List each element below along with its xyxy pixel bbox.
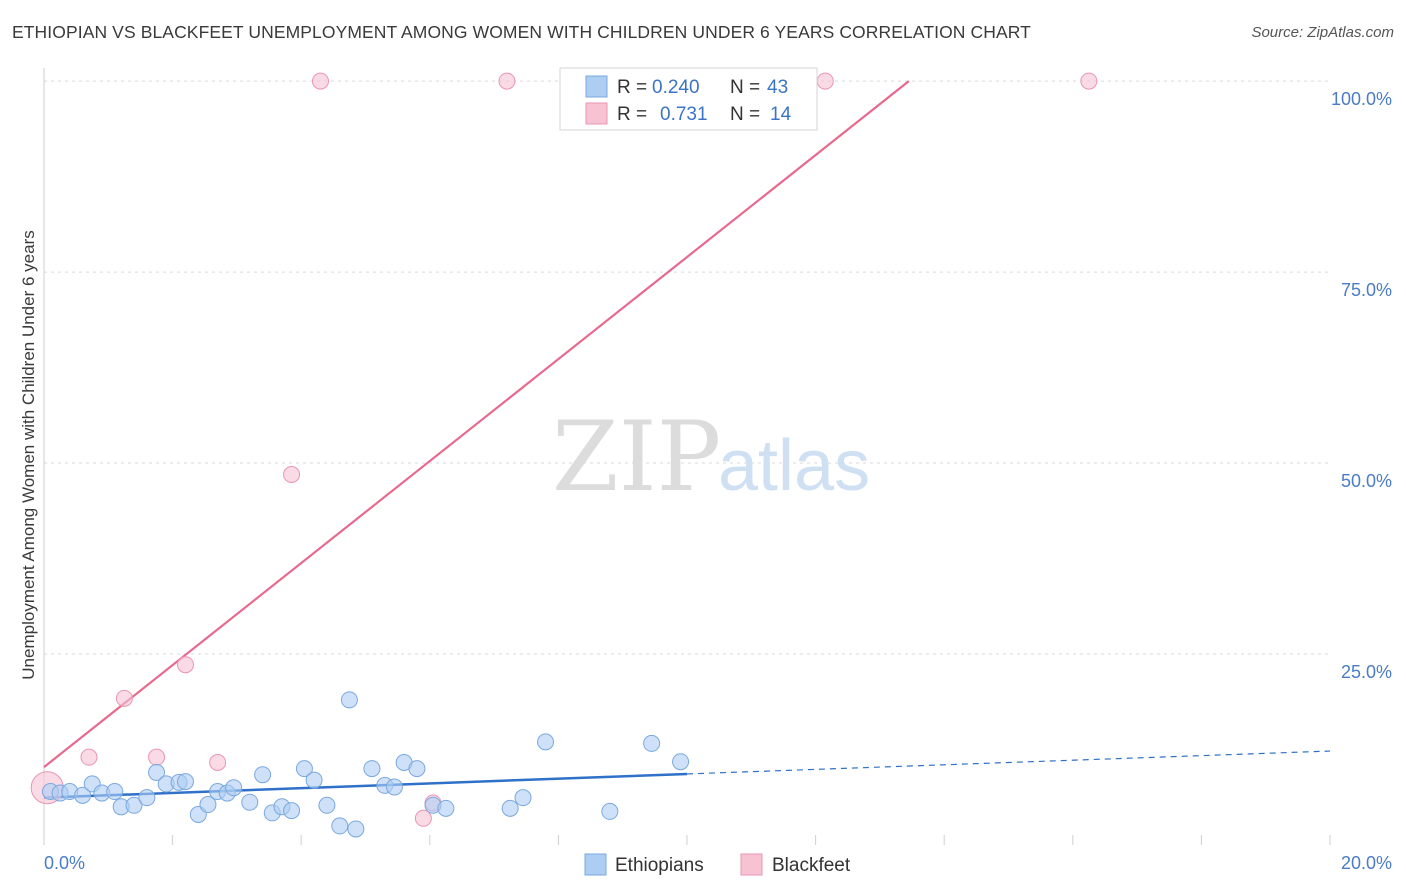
legend-n-value-1: 43 — [767, 77, 788, 98]
watermark-atlas: atlas — [718, 426, 870, 506]
legend-swatch-ethiopians — [585, 75, 608, 98]
point-ethiopians-10 — [148, 763, 166, 781]
point-ethiopians-28 — [340, 691, 358, 709]
scatter-points — [30, 72, 1098, 838]
point-ethiopians-13 — [176, 773, 194, 791]
point-ethiopians-40 — [601, 802, 619, 820]
point-blackfeet-7 — [311, 72, 329, 90]
point-blackfeet-8 — [414, 809, 432, 827]
point-ethiopians-42 — [672, 753, 690, 771]
point-ethiopians-6 — [106, 783, 124, 801]
chart-title: ETHIOPIAN VS BLACKFEET UNEMPLOYMENT AMON… — [12, 22, 1031, 42]
trend-line-ethiopians-extension — [686, 750, 1331, 775]
point-ethiopians-41 — [643, 734, 661, 752]
chart-source: Source: ZipAtlas.com — [1251, 24, 1394, 41]
y-axis-ticks: 25.0% 50.0% 75.0% 100.0% — [1331, 89, 1392, 682]
point-blackfeet-12 — [1080, 72, 1098, 90]
watermark: ZIP atlas — [552, 401, 870, 513]
point-blackfeet-10 — [498, 72, 516, 90]
point-ethiopians-25 — [305, 771, 323, 789]
trend-line-blackfeet — [43, 80, 910, 768]
watermark-zip: ZIP — [552, 401, 721, 513]
grid — [43, 68, 1331, 845]
point-blackfeet-3 — [148, 748, 166, 766]
x-tick-label-max: 20.0% — [1341, 853, 1392, 873]
legend-n-label-2: N = — [730, 104, 760, 125]
point-blackfeet-6 — [283, 466, 301, 484]
bottom-legend: Ethiopians Blackfeet — [584, 853, 851, 876]
point-blackfeet-4 — [176, 656, 194, 674]
legend-swatch-blackfeet — [585, 102, 608, 125]
y-tick-label-1: 50.0% — [1341, 471, 1392, 491]
point-ethiopians-27 — [331, 817, 349, 835]
point-blackfeet-5 — [209, 753, 227, 771]
bottom-legend-swatch-blackfeet — [740, 853, 763, 876]
y-tick-label-3: 100.0% — [1331, 89, 1392, 109]
bottom-legend-swatch-ethiopians — [584, 853, 607, 876]
point-ethiopians-8 — [125, 796, 143, 814]
y-tick-label-2: 75.0% — [1341, 280, 1392, 300]
point-ethiopians-38 — [514, 789, 532, 807]
legend-r-value-1: 0.240 — [652, 77, 700, 98]
point-ethiopians-3 — [74, 786, 92, 804]
point-blackfeet-1 — [80, 748, 98, 766]
point-ethiopians-15 — [199, 796, 217, 814]
legend-r-value-2: 0.731 — [660, 104, 708, 125]
point-ethiopians-39 — [537, 733, 555, 751]
point-ethiopians-29 — [347, 820, 365, 838]
point-ethiopians-32 — [385, 778, 403, 796]
point-ethiopians-24 — [295, 760, 313, 778]
bottom-legend-blackfeet: Blackfeet — [772, 855, 851, 876]
bottom-legend-ethiopians: Ethiopians — [615, 855, 704, 876]
point-blackfeet-11 — [816, 72, 834, 90]
point-ethiopians-18 — [225, 779, 243, 797]
point-ethiopians-26 — [318, 796, 336, 814]
legend-box: R = 0.240 N = 43 R = 0.731 N = 14 — [559, 67, 818, 131]
point-ethiopians-19 — [241, 793, 259, 811]
point-ethiopians-9 — [138, 789, 156, 807]
y-tick-label-0: 25.0% — [1341, 662, 1392, 682]
point-ethiopians-36 — [437, 799, 455, 817]
x-tick-label-min: 0.0% — [44, 853, 85, 873]
point-ethiopians-37 — [501, 799, 519, 817]
point-ethiopians-30 — [363, 760, 381, 778]
point-ethiopians-20 — [254, 766, 272, 784]
point-ethiopians-23 — [283, 802, 301, 820]
legend-r-label-1: R = — [617, 77, 647, 98]
point-blackfeet-2 — [115, 689, 133, 707]
legend-r-label-2: R = — [617, 104, 647, 125]
y-axis-title: Unemployment Among Women with Children U… — [19, 230, 38, 679]
legend-n-value-2: 14 — [770, 104, 792, 125]
point-ethiopians-34 — [408, 760, 426, 778]
legend-n-label-1: N = — [730, 77, 760, 98]
